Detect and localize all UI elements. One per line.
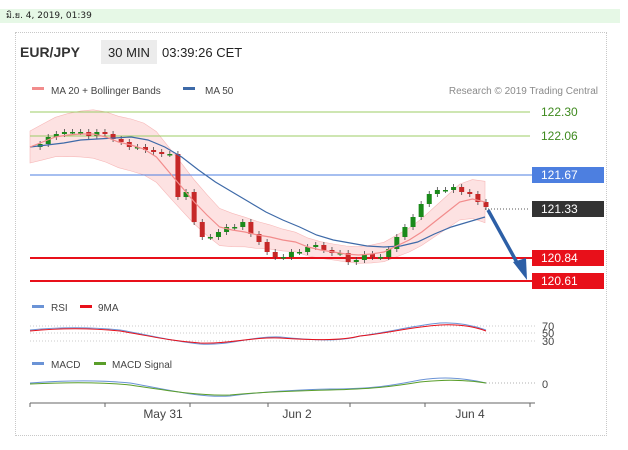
candle-body xyxy=(288,252,294,257)
candle-body xyxy=(256,234,262,242)
candle-body xyxy=(361,254,367,260)
candle-body xyxy=(394,237,400,249)
rsi-level-label: 50 xyxy=(542,328,554,340)
legend-macd-signal: MACD Signal xyxy=(112,360,172,371)
candle-body xyxy=(280,257,286,259)
candle-body xyxy=(434,190,440,194)
rsi-level-label: 30 xyxy=(542,336,554,348)
forecast-arrow-shaft xyxy=(486,209,522,269)
current-price-box xyxy=(532,201,604,217)
time-label: 03:39:26 CET xyxy=(162,44,243,60)
legend-ma20-swatch xyxy=(32,87,44,90)
candle-body xyxy=(134,147,140,149)
x-tick-label: May 31 xyxy=(143,407,183,421)
candle-body xyxy=(78,132,84,134)
candle-body xyxy=(370,254,375,257)
candle-body xyxy=(451,187,457,190)
macd-signal-line xyxy=(29,379,487,396)
candle-body xyxy=(321,245,327,250)
level-box xyxy=(532,250,604,266)
candle-body xyxy=(264,242,270,252)
rsi-ma-line xyxy=(29,324,487,344)
candle-body xyxy=(183,192,189,197)
candle-body xyxy=(199,222,205,237)
copyright-note: Research © 2019 Trading Central xyxy=(449,86,598,97)
level-label-current: 121.33 xyxy=(541,202,578,216)
candle-body xyxy=(215,232,221,237)
x-tick-label: Jun 4 xyxy=(455,407,485,421)
forecast-arrow-head xyxy=(513,258,527,280)
candle-body xyxy=(94,132,100,136)
candle-body xyxy=(175,154,181,197)
candle-body xyxy=(467,192,473,194)
candle-body xyxy=(110,134,116,139)
candle-body xyxy=(345,253,351,262)
candle-body xyxy=(118,139,124,142)
level-label: 121.67 xyxy=(541,168,578,182)
legend-ma50-swatch xyxy=(183,87,195,90)
candle-body xyxy=(297,252,303,254)
macd-line xyxy=(29,377,487,397)
symbol-label: EUR/JPY xyxy=(20,44,80,60)
candle-body xyxy=(61,132,67,134)
candle-body xyxy=(353,260,359,262)
candle-body xyxy=(459,187,465,192)
rsi-level-label: 70 xyxy=(542,321,554,333)
legend-rsi-swatch xyxy=(32,305,44,308)
legend-rsi-ma-swatch xyxy=(80,305,92,308)
legend-rsi-ma: 9MA xyxy=(98,303,119,314)
candle-body xyxy=(410,217,416,227)
candle-body xyxy=(378,257,384,259)
candle-body xyxy=(70,132,76,134)
legend-macd-signal-swatch xyxy=(94,362,106,365)
candle-body xyxy=(426,194,432,204)
ma50-line xyxy=(29,136,486,248)
candle-body xyxy=(483,202,489,207)
level-label: 120.84 xyxy=(541,251,578,265)
candle-body xyxy=(475,194,481,202)
candle-body xyxy=(248,222,254,234)
x-tick-label: Jun 2 xyxy=(282,407,312,421)
candle-body xyxy=(167,154,173,156)
candle-body xyxy=(386,249,392,257)
candle-body xyxy=(45,137,51,144)
legend-macd-swatch xyxy=(32,362,44,365)
candle-body xyxy=(272,252,278,257)
candle-body xyxy=(232,227,238,229)
candle-body xyxy=(337,253,343,255)
candle-body xyxy=(191,192,197,222)
legend-ma50: MA 50 xyxy=(205,86,234,97)
timeframe-label: 30 MIN xyxy=(101,40,157,64)
candle-body xyxy=(102,132,108,134)
ma20-line xyxy=(29,133,486,256)
candle-body xyxy=(224,227,230,232)
candle-body xyxy=(402,227,408,237)
rsi-line xyxy=(29,322,487,345)
candle-body xyxy=(53,134,59,137)
level-box xyxy=(532,273,604,289)
legend-rsi: RSI xyxy=(51,303,68,314)
date-bar: มิ.ย. 4, 2019, 01:39 xyxy=(0,9,620,23)
level-label: 120.61 xyxy=(541,274,578,288)
candle-body xyxy=(305,247,311,252)
level-box xyxy=(532,167,604,183)
candle-body xyxy=(240,222,246,227)
candle-body xyxy=(313,245,319,247)
level-label: 122.06 xyxy=(541,129,578,143)
legend-ma20: MA 20 + Bollinger Bands xyxy=(51,86,161,97)
level-label: 122.30 xyxy=(541,105,578,119)
candle-body xyxy=(159,152,165,154)
candle-body xyxy=(418,204,424,217)
chart-panel xyxy=(15,32,607,436)
legend-macd: MACD xyxy=(51,360,80,371)
macd-zero-label: 0 xyxy=(542,379,548,391)
candle-body xyxy=(151,150,157,152)
candle-body xyxy=(442,190,448,192)
candle-body xyxy=(207,237,213,239)
candle-body xyxy=(143,147,148,150)
